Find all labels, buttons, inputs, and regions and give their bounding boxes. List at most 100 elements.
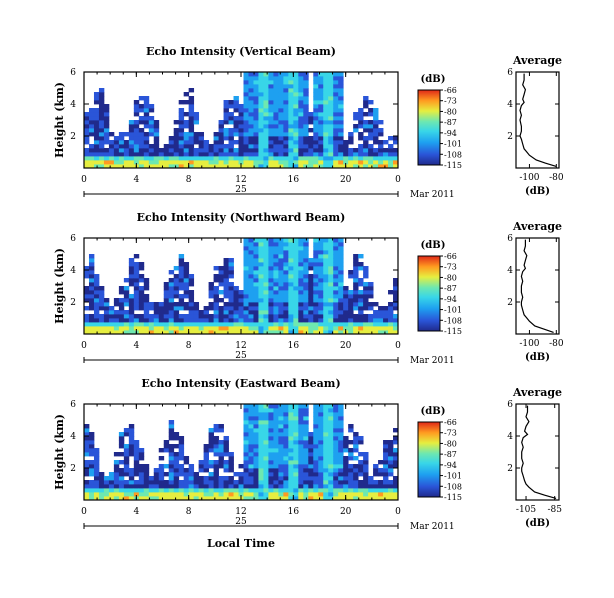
- heatmap-cell: [138, 496, 145, 501]
- heatmap-cell: [268, 108, 274, 113]
- heatmap-cell: [268, 80, 274, 85]
- heatmap-cell: [318, 472, 324, 477]
- heatmap-cell: [138, 314, 145, 319]
- heatmap-cell: [178, 492, 185, 497]
- heatmap-cell: [208, 440, 214, 445]
- y-tick-label: 4: [70, 100, 76, 110]
- heatmap-cell: [328, 432, 334, 437]
- heatmap-cell: [118, 330, 125, 335]
- heatmap-cell: [218, 152, 224, 157]
- heatmap-cell: [293, 452, 299, 457]
- heatmap-cell: [178, 326, 185, 331]
- heatmap-cell: [113, 484, 120, 489]
- heatmap-cell: [378, 120, 384, 125]
- heatmap-cell: [373, 488, 379, 493]
- heatmap-cell: [288, 250, 294, 255]
- heatmap-cell: [268, 428, 274, 433]
- heatmap-cell: [253, 254, 259, 259]
- heatmap-cell: [243, 286, 249, 291]
- heatmap-cell: [178, 452, 185, 457]
- heatmap-cell: [88, 294, 95, 299]
- heatmap-cell: [88, 164, 95, 169]
- heatmap-cell: [283, 242, 289, 247]
- heatmap-cell: [243, 104, 249, 109]
- heatmap-cell: [343, 148, 349, 153]
- heatmap-cell: [183, 492, 190, 497]
- heatmap-cell: [168, 492, 175, 497]
- heatmap-cell: [153, 156, 160, 161]
- heatmap-cell: [188, 480, 195, 485]
- heatmap-cell: [84, 274, 90, 279]
- heatmap-cell: [353, 278, 359, 283]
- heatmap-cell: [353, 322, 359, 327]
- heatmap-cell: [308, 448, 314, 453]
- heatmap-cell: [303, 456, 309, 461]
- heatmap-cell: [253, 444, 259, 449]
- heatmap-cell: [273, 128, 279, 133]
- heatmap-cell: [168, 160, 175, 165]
- heatmap-cell: [243, 472, 249, 477]
- heatmap-cell: [238, 116, 244, 121]
- heatmap-cell: [188, 492, 195, 497]
- heatmap-cell: [323, 266, 329, 271]
- heatmap-cell: [253, 160, 259, 165]
- heatmap-cell: [308, 496, 314, 501]
- heatmap-cell: [143, 136, 150, 141]
- heatmap-cell: [288, 412, 294, 417]
- heatmap-cell: [318, 148, 324, 153]
- heatmap-cell: [228, 452, 234, 457]
- heatmap-cell: [188, 104, 195, 109]
- heatmap-cell: [253, 278, 259, 283]
- heatmap-cell: [298, 132, 304, 137]
- heatmap-cell: [333, 464, 339, 469]
- heatmap-cell: [248, 258, 254, 263]
- heatmap-cell: [258, 156, 264, 161]
- heatmap-cell: [283, 416, 289, 421]
- heatmap-cell: [348, 488, 354, 493]
- heatmap-cell: [383, 460, 389, 465]
- heatmap-cell: [368, 322, 374, 327]
- heatmap-cell: [203, 322, 209, 327]
- heatmap-cell: [178, 132, 185, 137]
- heatmap-cell: [363, 112, 369, 117]
- x-tick-label: 16: [288, 507, 300, 517]
- heatmap-cell: [333, 108, 339, 113]
- heatmap-cell: [353, 124, 359, 129]
- heatmap-cell: [133, 440, 140, 445]
- heatmap-cell: [313, 92, 319, 97]
- heatmap-cell: [138, 322, 145, 327]
- heatmap-cell: [263, 116, 269, 121]
- heatmap-cell: [278, 124, 284, 129]
- heatmap-cell: [283, 492, 289, 497]
- heatmap-cell: [133, 136, 140, 141]
- heatmap-cell: [138, 164, 145, 169]
- heatmap-cell: [263, 404, 269, 409]
- heatmap-cell: [338, 274, 344, 279]
- heatmap-cell: [103, 480, 110, 485]
- heatmap-cell: [373, 330, 379, 335]
- heatmap-cell: [258, 140, 264, 145]
- heatmap-cell: [213, 488, 219, 493]
- heatmap-cell: [123, 444, 130, 449]
- heatmap-cell: [303, 314, 309, 319]
- heatmap-cell: [333, 128, 339, 133]
- heatmap-cell: [318, 452, 324, 457]
- heatmap-cell: [338, 116, 344, 121]
- heatmap-cell: [328, 160, 334, 165]
- heatmap-cell: [248, 436, 254, 441]
- heatmap-cell: [288, 298, 294, 303]
- heatmap-cell: [263, 330, 269, 335]
- heatmap-cell: [353, 254, 359, 259]
- heatmap-cell: [303, 412, 309, 417]
- heatmap-cell: [263, 424, 269, 429]
- heatmap-cell: [223, 460, 229, 465]
- heatmap-cell: [258, 416, 264, 421]
- heatmap-cell: [293, 428, 299, 433]
- heatmap-cell: [198, 310, 205, 315]
- heatmap-cell: [348, 306, 354, 311]
- heatmap-cell: [308, 274, 314, 279]
- heatmap-cell: [213, 460, 219, 465]
- heatmap-cell: [298, 420, 304, 425]
- heatmap-cell: [258, 112, 264, 117]
- heatmap-cell: [128, 496, 135, 501]
